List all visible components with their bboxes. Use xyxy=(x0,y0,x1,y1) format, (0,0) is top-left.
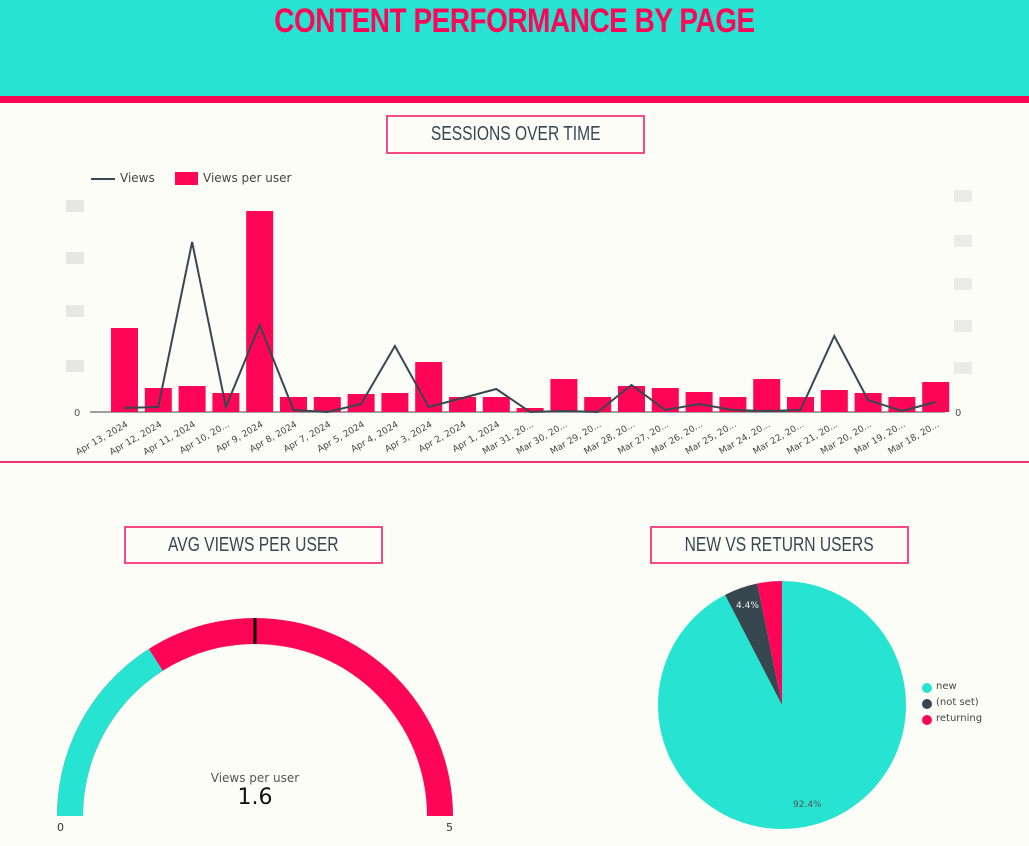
bar-views-per-user[interactable] xyxy=(381,393,409,412)
legend-bar-label: Views per user xyxy=(203,171,292,185)
page-title: CONTENT PERFORMANCE BY PAGE xyxy=(274,2,755,40)
line-views[interactable] xyxy=(124,241,936,414)
redacted-tick-right xyxy=(954,362,972,374)
legend-line-label: Views xyxy=(120,171,155,185)
bar-views-per-user[interactable] xyxy=(313,397,341,412)
right-axis-zero: 0 xyxy=(955,408,961,419)
legend-dot-new xyxy=(922,683,932,693)
sessions-title-box: SESSIONS OVER TIME xyxy=(386,115,645,154)
header-accent-bar xyxy=(0,96,1029,103)
bar-views-per-user[interactable] xyxy=(111,328,138,412)
sessions-legend[interactable]: Views Views per user xyxy=(91,171,311,187)
redacted-tick-right xyxy=(954,235,972,247)
bar-views-per-user[interactable] xyxy=(516,408,544,412)
bar-views-per-user[interactable] xyxy=(685,392,713,412)
section-divider xyxy=(0,461,1029,463)
bar-views-per-user[interactable] xyxy=(280,397,307,412)
legend-line-swatch xyxy=(91,178,115,180)
redacted-tick-right xyxy=(954,320,972,332)
pie-legend-item-new[interactable]: new xyxy=(922,681,1022,697)
gauge-max-label: 5 xyxy=(446,821,453,834)
pie-chart[interactable] xyxy=(650,575,920,835)
left-axis-zero: 0 xyxy=(74,408,80,419)
gauge-arc-value xyxy=(57,648,163,816)
bar-views-per-user[interactable] xyxy=(246,211,274,412)
pie-legend-item-not-set[interactable]: (not set) xyxy=(922,697,1022,713)
legend-label-new: new xyxy=(936,681,957,692)
redacted-tick-right xyxy=(954,190,972,202)
redacted-tick-left xyxy=(66,305,84,317)
bar-views-per-user[interactable] xyxy=(144,388,172,412)
pie-label-new: 92.4% xyxy=(793,800,822,810)
redacted-tick-left xyxy=(66,200,84,212)
redacted-tick-left xyxy=(66,360,84,372)
gauge-title-box: AVG VIEWS PER USER xyxy=(124,526,383,564)
pie-title-box: NEW VS RETURN USERS xyxy=(650,526,909,564)
legend-bar-swatch xyxy=(175,172,198,185)
bar-views-per-user[interactable] xyxy=(922,382,950,412)
bar-views-per-user[interactable] xyxy=(888,397,916,412)
gauge-value: 1.6 xyxy=(237,785,273,810)
bar-views-per-user[interactable] xyxy=(178,386,206,412)
pie-legend-item-returning[interactable]: returning xyxy=(922,713,1022,729)
redacted-tick-left xyxy=(66,252,84,264)
gauge-title: AVG VIEWS PER USER xyxy=(168,534,339,556)
bar-views-per-user[interactable] xyxy=(753,379,781,412)
gauge-chart[interactable] xyxy=(40,600,480,840)
sessions-title: SESSIONS OVER TIME xyxy=(430,123,601,145)
pie-slice-returning[interactable] xyxy=(757,581,782,705)
legend-label-returning: returning xyxy=(936,713,983,724)
gauge-metric-label: Views per user xyxy=(210,771,300,785)
pie-slice-not-set[interactable] xyxy=(725,583,782,705)
legend-dot-returning xyxy=(922,715,932,725)
bar-views-per-user[interactable] xyxy=(854,393,882,412)
redacted-tick-right xyxy=(954,278,972,290)
legend-label-not-set: (not set) xyxy=(936,697,979,708)
pie-legend: new (not set) returning xyxy=(922,681,1022,729)
gauge-min-label: 0 xyxy=(57,821,64,834)
legend-dot-not-set xyxy=(922,699,932,709)
bar-views-per-user[interactable] xyxy=(584,397,612,412)
bar-views-per-user[interactable] xyxy=(618,386,645,412)
bar-views-per-user[interactable] xyxy=(449,397,476,412)
header-banner xyxy=(0,0,1029,96)
pie-label-not-set: 4.4% xyxy=(736,601,759,611)
bar-views-per-user[interactable] xyxy=(550,379,578,412)
bar-views-per-user[interactable] xyxy=(820,390,848,412)
bar-views-per-user[interactable] xyxy=(787,397,814,412)
bar-views-per-user[interactable] xyxy=(482,397,510,412)
pie-title: NEW VS RETURN USERS xyxy=(685,534,874,556)
